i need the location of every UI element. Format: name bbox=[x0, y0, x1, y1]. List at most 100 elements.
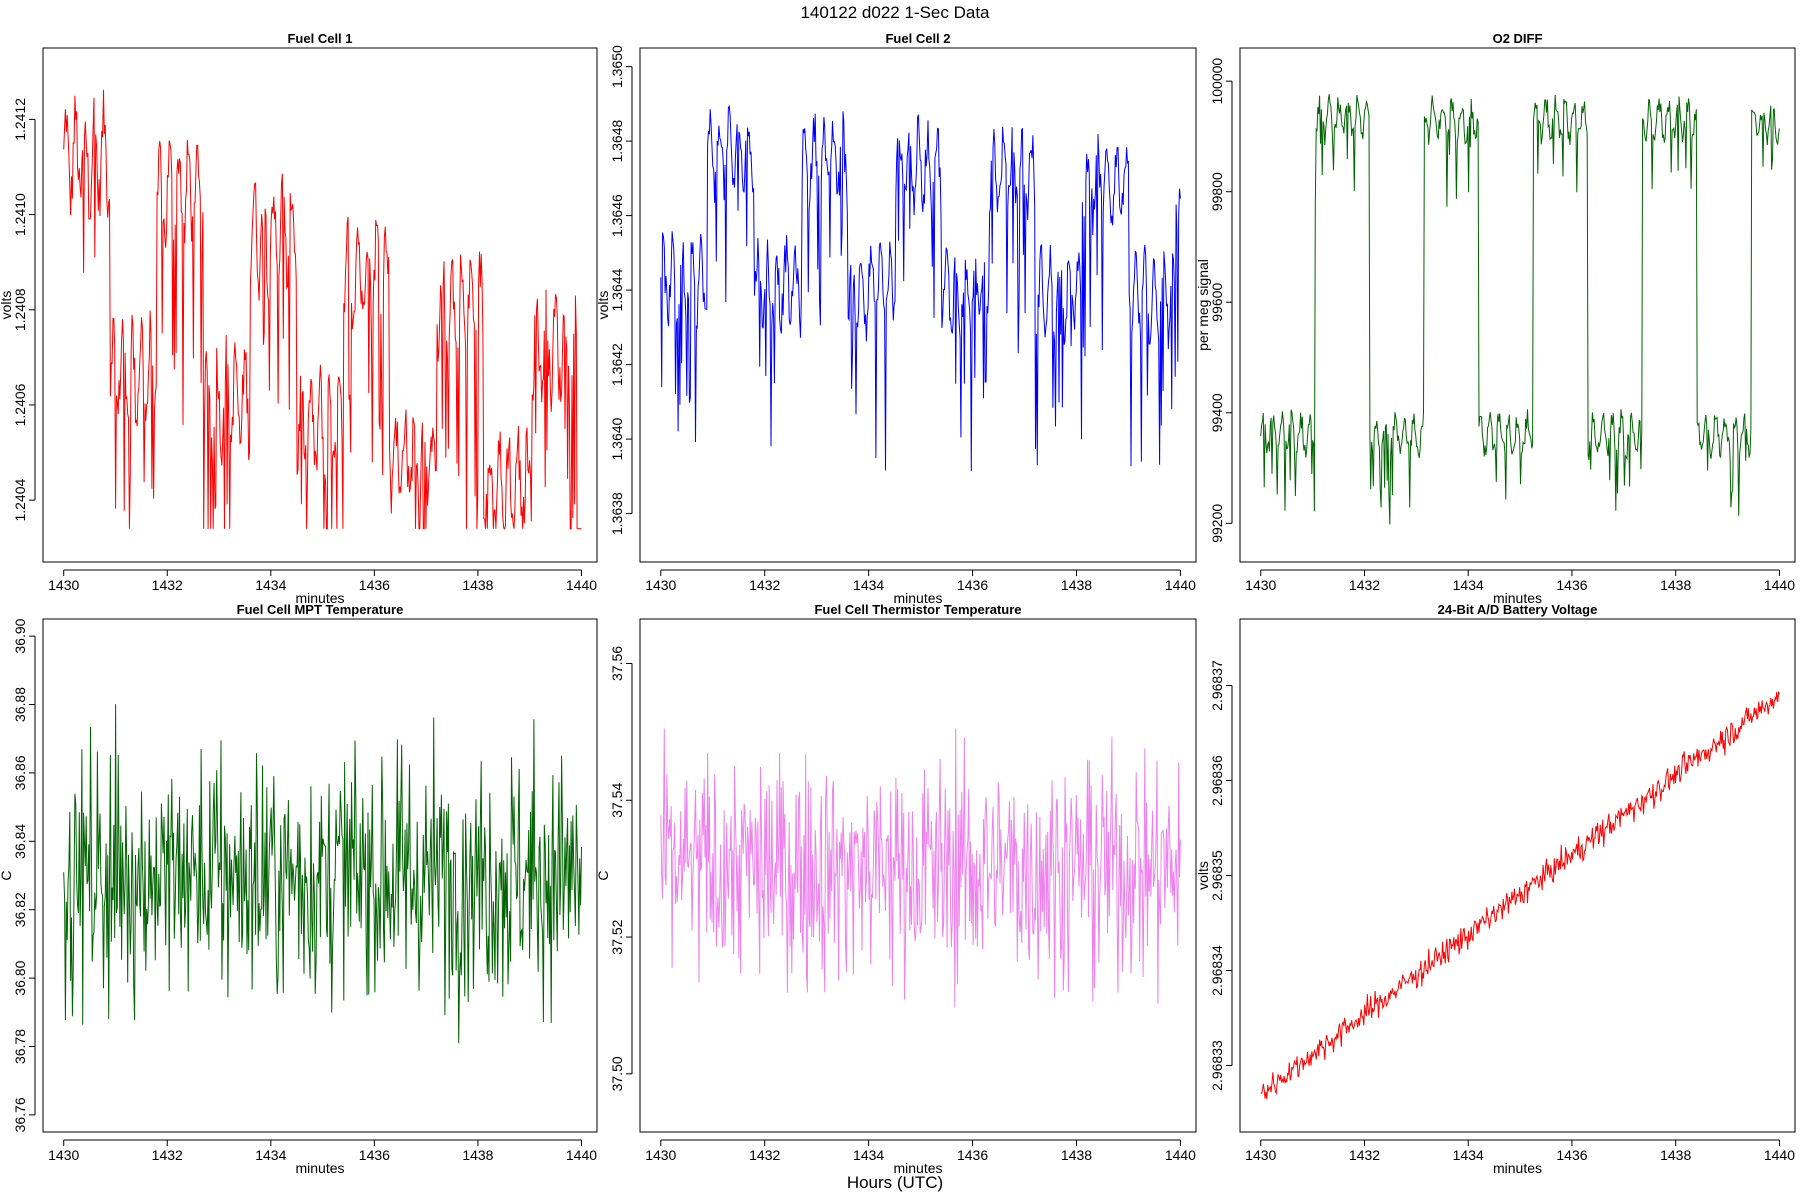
panel-2: Fuel Cell 2 1430 1432 1434 1436 1438 1440 minut… bbox=[595, 31, 1197, 606]
x-tick-label: 1432 bbox=[1349, 1147, 1380, 1163]
y-tick-label: 36.82 bbox=[12, 892, 28, 927]
y-tick-label: 1.2408 bbox=[12, 288, 28, 331]
y-axis-label: C bbox=[595, 870, 611, 880]
x-axis-label: minutes bbox=[893, 1160, 942, 1176]
panel-4: Fuel Cell MPT Temperature 1430 1432 1434 143… bbox=[0, 602, 598, 1176]
x-tick-label: 1434 bbox=[1453, 1147, 1484, 1163]
y-tick-label: 36.80 bbox=[12, 960, 28, 995]
plot-frame bbox=[639, 47, 1197, 563]
x-axis-label: minutes bbox=[893, 590, 942, 606]
y-tick-label: 37.56 bbox=[609, 646, 625, 681]
y-tick-label: 1.2410 bbox=[12, 193, 28, 236]
x-tick-label: 1440 bbox=[566, 577, 597, 593]
series-line bbox=[660, 105, 1181, 472]
x-tick-label: 1430 bbox=[1245, 577, 1276, 593]
y-tick-label: 1.2412 bbox=[12, 98, 28, 141]
panel-title: O2 DIFF bbox=[1493, 31, 1543, 46]
y-axis-label: volts bbox=[1195, 861, 1211, 890]
plot-frame bbox=[639, 618, 1197, 1133]
x-axis-label: minutes bbox=[1493, 1160, 1542, 1176]
x-tick-label: 1432 bbox=[749, 577, 780, 593]
plot-frame bbox=[1239, 618, 1796, 1133]
series-line bbox=[660, 728, 1181, 1008]
panel-3: O2 DIFF 1430 1432 1434 1436 1438 1440 minutes 99… bbox=[1195, 31, 1796, 606]
panel-title: Fuel Cell 1 bbox=[287, 31, 352, 46]
panel-title: 24-Bit A/D Battery Voltage bbox=[1438, 602, 1598, 617]
x-tick-label: 1432 bbox=[1349, 577, 1380, 593]
x-tick-label: 1434 bbox=[1453, 577, 1484, 593]
x-tick-label: 1436 bbox=[359, 577, 390, 593]
y-tick-label: 36.88 bbox=[12, 687, 28, 722]
x-tick-label: 1440 bbox=[1165, 1147, 1196, 1163]
x-tick-label: 1440 bbox=[566, 1147, 597, 1163]
y-axis-label: volts bbox=[0, 291, 14, 320]
y-tick-label: 1.3640 bbox=[609, 417, 625, 460]
x-tick-label: 1436 bbox=[1556, 1147, 1587, 1163]
panel-title: Fuel Cell 2 bbox=[885, 31, 950, 46]
x-tick-label: 1434 bbox=[255, 1147, 286, 1163]
y-tick-label: 99600 bbox=[1209, 283, 1225, 322]
series-line bbox=[1260, 94, 1780, 525]
panel-title: Fuel Cell MPT Temperature bbox=[237, 602, 404, 617]
x-tick-label: 1440 bbox=[1764, 1147, 1795, 1163]
y-tick-label: 2.96837 bbox=[1209, 660, 1225, 711]
y-tick-label: 1.3644 bbox=[609, 268, 625, 311]
figure-xlabel: Hours (UTC) bbox=[847, 1173, 943, 1192]
y-tick-label: 36.78 bbox=[12, 1029, 28, 1064]
y-tick-label: 1.2404 bbox=[12, 479, 28, 522]
x-tick-label: 1436 bbox=[1556, 577, 1587, 593]
x-tick-label: 1438 bbox=[1660, 1147, 1691, 1163]
panel-title: Fuel Cell Thermistor Temperature bbox=[814, 602, 1021, 617]
x-axis-label: minutes bbox=[295, 590, 344, 606]
y-tick-label: 36.76 bbox=[12, 1097, 28, 1132]
x-tick-label: 1430 bbox=[48, 1147, 79, 1163]
x-tick-label: 1430 bbox=[645, 577, 676, 593]
y-tick-label: 2.96835 bbox=[1209, 850, 1225, 901]
x-tick-label: 1434 bbox=[853, 1147, 884, 1163]
y-tick-label: 1.3646 bbox=[609, 194, 625, 237]
y-tick-label: 100000 bbox=[1209, 58, 1225, 105]
panel-1: Fuel Cell 1 1430 1432 1434 1436 1438 1440 minut… bbox=[0, 31, 598, 606]
series-line bbox=[63, 89, 582, 530]
x-tick-label: 1438 bbox=[1660, 577, 1691, 593]
x-tick-label: 1440 bbox=[1764, 577, 1795, 593]
series-line bbox=[63, 704, 582, 1044]
y-axis-label: per meg signal bbox=[1195, 259, 1211, 351]
x-axis-label: minutes bbox=[1493, 590, 1542, 606]
x-tick-label: 1438 bbox=[1061, 1147, 1092, 1163]
y-tick-label: 99400 bbox=[1209, 393, 1225, 432]
y-tick-label: 36.86 bbox=[12, 755, 28, 790]
panel-5: Fuel Cell Thermistor Temperature 1430 1432… bbox=[595, 602, 1197, 1176]
y-axis-label: C bbox=[0, 870, 14, 880]
y-tick-label: 2.96834 bbox=[1209, 945, 1225, 996]
x-tick-label: 1438 bbox=[1061, 577, 1092, 593]
plot-frame bbox=[1239, 47, 1796, 563]
x-tick-label: 1432 bbox=[152, 577, 183, 593]
y-tick-label: 1.3650 bbox=[609, 45, 625, 88]
y-tick-label: 37.52 bbox=[609, 919, 625, 954]
x-tick-label: 1432 bbox=[749, 1147, 780, 1163]
y-axis-label: volts bbox=[595, 291, 611, 320]
plot-frame bbox=[42, 47, 598, 563]
y-tick-label: 2.96836 bbox=[1209, 755, 1225, 806]
x-tick-label: 1434 bbox=[853, 577, 884, 593]
x-tick-label: 1432 bbox=[152, 1147, 183, 1163]
y-tick-label: 36.84 bbox=[12, 824, 28, 859]
y-tick-label: 99800 bbox=[1209, 172, 1225, 211]
y-tick-label: 2.96833 bbox=[1209, 1040, 1225, 1091]
x-tick-label: 1430 bbox=[48, 577, 79, 593]
y-tick-label: 1.3638 bbox=[609, 492, 625, 535]
y-tick-label: 37.54 bbox=[609, 783, 625, 818]
y-tick-label: 1.2406 bbox=[12, 383, 28, 426]
y-tick-label: 37.50 bbox=[609, 1056, 625, 1091]
panel-6: 24-Bit A/D Battery Voltage 1430 1432 1434 14… bbox=[1195, 602, 1796, 1176]
y-tick-label: 1.3648 bbox=[609, 119, 625, 162]
y-tick-label: 99200 bbox=[1209, 504, 1225, 543]
x-axis-label: minutes bbox=[295, 1160, 344, 1176]
x-tick-label: 1438 bbox=[462, 1147, 493, 1163]
x-tick-label: 1436 bbox=[957, 577, 988, 593]
series-line bbox=[1260, 691, 1780, 1099]
x-tick-label: 1436 bbox=[957, 1147, 988, 1163]
x-tick-label: 1440 bbox=[1165, 577, 1196, 593]
